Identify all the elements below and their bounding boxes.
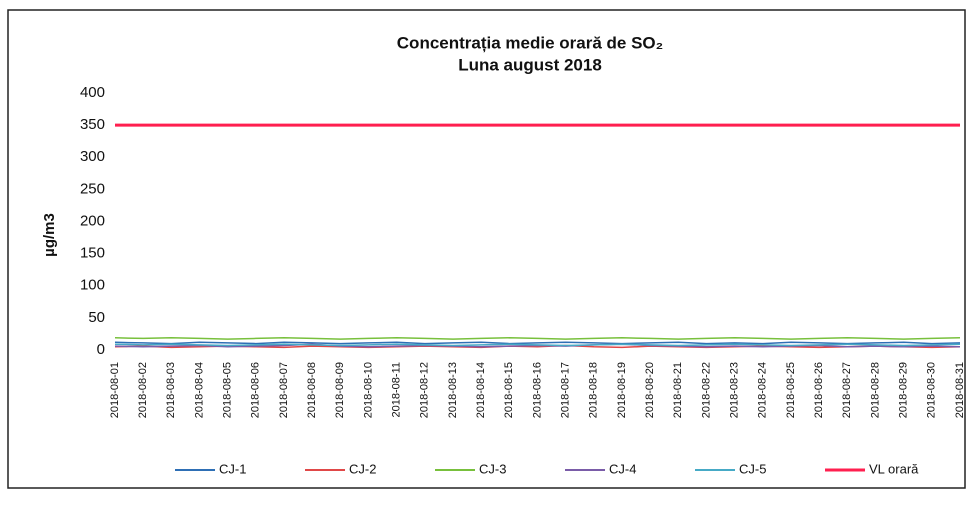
x-tick-label: 2018-08-14 xyxy=(475,362,487,418)
legend-label: CJ-2 xyxy=(349,461,376,476)
legend-label: CJ-5 xyxy=(739,461,766,476)
x-tick-label: 2018-08-24 xyxy=(757,362,769,418)
x-tick-label: 2018-08-30 xyxy=(926,362,938,418)
x-tick-label: 2018-08-03 xyxy=(165,362,177,418)
x-tick-label: 2018-08-31 xyxy=(954,362,966,418)
legend-label: VL orară xyxy=(869,461,919,476)
x-tick-label: 2018-08-05 xyxy=(222,362,234,418)
series-line xyxy=(114,343,961,347)
y-tick-label: 50 xyxy=(88,309,105,326)
x-tick-label: 2018-08-28 xyxy=(869,362,881,418)
series-line xyxy=(114,337,961,340)
x-tick-label: 2018-08-01 xyxy=(109,362,121,418)
legend-label: CJ-1 xyxy=(219,461,246,476)
x-tick-label: 2018-08-23 xyxy=(729,362,741,418)
x-tick-label: 2018-08-26 xyxy=(813,362,825,418)
y-tick-label: 0 xyxy=(97,341,105,358)
chart-title: Concentrația medie orară de SO₂ xyxy=(397,33,663,52)
x-tick-label: 2018-08-06 xyxy=(250,362,262,418)
x-tick-label: 2018-08-02 xyxy=(137,362,149,418)
x-tick-label: 2018-08-27 xyxy=(841,362,853,418)
x-tick-label: 2018-08-08 xyxy=(306,362,318,418)
y-tick-label: 250 xyxy=(80,180,105,197)
legend-label: CJ-4 xyxy=(609,461,636,476)
y-tick-label: 200 xyxy=(80,212,105,229)
x-tick-label: 2018-08-21 xyxy=(672,362,684,418)
x-tick-label: 2018-08-12 xyxy=(419,362,431,418)
x-tick-label: 2018-08-07 xyxy=(278,362,290,418)
y-tick-label: 400 xyxy=(80,84,105,101)
x-tick-label: 2018-08-25 xyxy=(785,362,797,418)
y-tick-label: 100 xyxy=(80,277,105,294)
y-tick-label: 350 xyxy=(80,116,105,133)
x-tick-label: 2018-08-22 xyxy=(700,362,712,418)
x-tick-label: 2018-08-20 xyxy=(644,362,656,418)
x-tick-label: 2018-08-29 xyxy=(898,362,910,418)
x-tick-label: 2018-08-04 xyxy=(193,362,205,418)
y-tick-label: 150 xyxy=(80,245,105,262)
x-tick-label: 2018-08-11 xyxy=(391,362,403,417)
x-tick-label: 2018-08-19 xyxy=(616,362,628,418)
x-tick-label: 2018-08-16 xyxy=(531,362,543,418)
y-axis-label: µg/m3 xyxy=(41,213,58,257)
x-tick-label: 2018-08-15 xyxy=(503,362,515,418)
legend-label: CJ-3 xyxy=(479,461,506,476)
x-tick-label: 2018-08-18 xyxy=(588,362,600,418)
chart-frame xyxy=(7,9,966,489)
x-tick-label: 2018-08-10 xyxy=(362,362,374,418)
series-line xyxy=(114,341,961,345)
x-tick-label: 2018-08-09 xyxy=(334,362,346,418)
chart-subtitle: Luna august 2018 xyxy=(458,55,602,74)
y-tick-label: 300 xyxy=(80,148,105,165)
x-tick-label: 2018-08-13 xyxy=(447,362,459,418)
x-tick-label: 2018-08-17 xyxy=(560,362,572,418)
